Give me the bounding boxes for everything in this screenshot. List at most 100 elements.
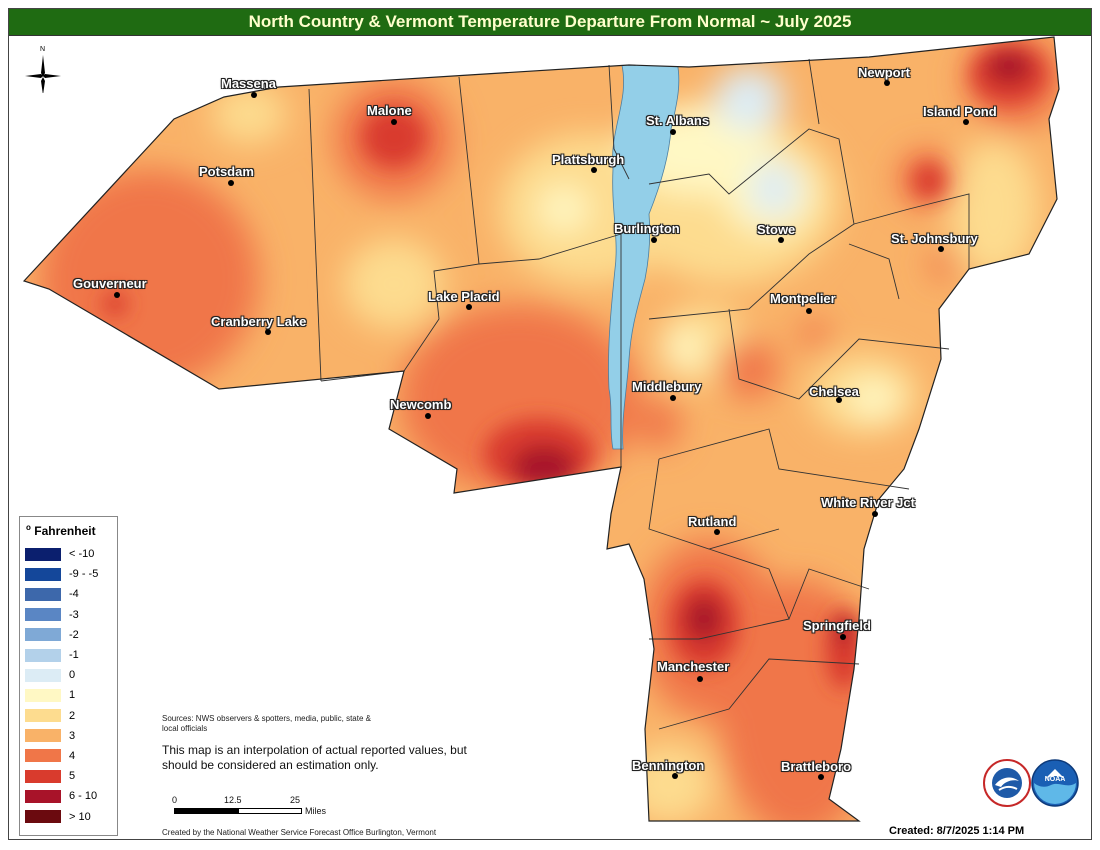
legend-swatch bbox=[25, 648, 61, 662]
scale-segment-light bbox=[238, 808, 302, 814]
noaa-logo-icon: NOAA bbox=[1031, 759, 1079, 807]
disclaimer-note: This map is an interpolation of actual r… bbox=[162, 743, 467, 772]
scale-tick-0: 0 bbox=[172, 795, 178, 805]
nws-logo-icon bbox=[983, 759, 1031, 807]
legend-label: 4 bbox=[69, 749, 76, 762]
city-label-burlington: Burlington bbox=[614, 221, 680, 236]
legend-swatch bbox=[25, 567, 61, 581]
city-label-cranberry-lake: Cranberry Lake bbox=[211, 314, 307, 329]
legend-label: 3 bbox=[69, 729, 76, 742]
legend-swatch bbox=[25, 628, 61, 642]
legend-label: -9 - -5 bbox=[69, 568, 99, 581]
city-label-st-albans: St. Albans bbox=[646, 113, 710, 128]
city-label-rutland: Rutland bbox=[688, 514, 737, 529]
city-dot bbox=[963, 119, 969, 125]
credit-text: Created by the National Weather Service … bbox=[162, 828, 437, 837]
city-dot bbox=[670, 129, 676, 135]
city-dot bbox=[425, 413, 431, 419]
legend-swatch bbox=[25, 587, 61, 601]
legend-swatch bbox=[25, 547, 61, 561]
city-label-island-pond: Island Pond bbox=[923, 104, 997, 119]
legend-swatch bbox=[25, 688, 61, 702]
city-label-chelsea: Chelsea bbox=[809, 384, 859, 399]
legend-label: -1 bbox=[69, 649, 79, 662]
city-dot bbox=[265, 329, 271, 335]
legend-label: -2 bbox=[69, 628, 79, 641]
legend-row: 6 - 10 bbox=[20, 786, 117, 806]
city-label-st-johnsbury: St. Johnsbury bbox=[891, 231, 978, 246]
city-dot bbox=[251, 92, 257, 98]
city-dot bbox=[391, 119, 397, 125]
north-arrow-icon: N bbox=[25, 46, 61, 93]
legend-swatch bbox=[25, 608, 61, 622]
map-frame: North Country & Vermont Temperature Depa… bbox=[8, 8, 1092, 840]
city-dot bbox=[806, 308, 812, 314]
legend-swatch bbox=[25, 668, 61, 682]
city-dot bbox=[778, 237, 784, 243]
legend-swatch bbox=[25, 709, 61, 723]
scale-unit: Miles bbox=[305, 806, 327, 816]
city-label-malone: Malone bbox=[367, 103, 412, 118]
legend: o Fahrenheit < -10 -9 - -5 -4 -3 -2 -1 0 1 2 3 4 5 6… bbox=[19, 516, 118, 836]
city-label-newport: Newport bbox=[858, 65, 910, 80]
legend-label: < -10 bbox=[69, 548, 95, 561]
city-dot bbox=[651, 237, 657, 243]
city-label-white-river-jct: White River Jct bbox=[821, 495, 915, 510]
legend-label: 6 - 10 bbox=[69, 790, 98, 803]
legend-row: -4 bbox=[20, 584, 117, 604]
city-dot bbox=[818, 774, 824, 780]
city-markers bbox=[114, 80, 969, 780]
city-dot bbox=[884, 80, 890, 86]
legend-rows: < -10 -9 - -5 -4 -3 -2 -1 0 1 2 3 4 5 6 - 10 > 10 bbox=[20, 544, 117, 827]
legend-swatch bbox=[25, 789, 61, 803]
city-dot bbox=[836, 397, 842, 403]
scale-tick-12-5: 12.5 bbox=[224, 795, 242, 805]
scale-tick-25: 25 bbox=[290, 795, 301, 805]
created-timestamp: Created: 8/7/2025 1:14 PM bbox=[889, 825, 1025, 837]
city-dot bbox=[466, 304, 472, 310]
legend-row: 5 bbox=[20, 766, 117, 786]
scale-bar: 0 12.5 25 Miles bbox=[162, 795, 362, 816]
legend-swatch bbox=[25, 749, 61, 763]
city-label-lake-placid: Lake Placid bbox=[428, 289, 500, 304]
city-label-manchester: Manchester bbox=[657, 659, 730, 674]
city-dot bbox=[714, 529, 720, 535]
legend-row: -9 - -5 bbox=[20, 564, 117, 584]
city-label-springfield: Springfield bbox=[803, 618, 871, 633]
noaa-logo-text: NOAA bbox=[1045, 776, 1066, 783]
region-outline bbox=[22, 36, 1060, 822]
legend-title: o Fahrenheit bbox=[20, 517, 117, 544]
temperature-map bbox=[22, 36, 1060, 822]
legend-row: 0 bbox=[20, 665, 117, 685]
city-label-montpelier: Montpelier bbox=[770, 291, 836, 306]
map-title: North Country & Vermont Temperature Depa… bbox=[9, 9, 1091, 36]
legend-swatch bbox=[25, 810, 61, 824]
city-dot bbox=[114, 292, 120, 298]
north-label: N bbox=[40, 46, 45, 53]
legend-row: 2 bbox=[20, 706, 117, 726]
legend-row: 4 bbox=[20, 746, 117, 766]
legend-row: > 10 bbox=[20, 806, 117, 826]
city-dot bbox=[670, 395, 676, 401]
city-dot bbox=[228, 180, 234, 186]
city-label-potsdam: Potsdam bbox=[199, 164, 254, 179]
city-label-middlebury: Middlebury bbox=[632, 379, 702, 394]
legend-label: 2 bbox=[69, 709, 76, 722]
city-label-plattsburgh: Plattsburgh bbox=[552, 152, 625, 167]
legend-row: -1 bbox=[20, 645, 117, 665]
city-dot bbox=[938, 246, 944, 252]
city-label-gouverneur: Gouverneur bbox=[73, 276, 147, 291]
legend-swatch bbox=[25, 769, 61, 783]
city-label-newcomb: Newcomb bbox=[390, 397, 452, 412]
legend-row: -3 bbox=[20, 605, 117, 625]
lake-champlain bbox=[608, 53, 680, 450]
legend-label: -3 bbox=[69, 608, 79, 621]
legend-label: > 10 bbox=[69, 810, 91, 823]
legend-title-text: Fahrenheit bbox=[34, 524, 96, 538]
legend-row: < -10 bbox=[20, 544, 117, 564]
city-dot bbox=[591, 167, 597, 173]
degree-sup: o bbox=[26, 523, 31, 532]
legend-label: 1 bbox=[69, 689, 76, 702]
city-label-bennington: Bennington bbox=[632, 758, 705, 773]
legend-label: 5 bbox=[69, 770, 76, 783]
